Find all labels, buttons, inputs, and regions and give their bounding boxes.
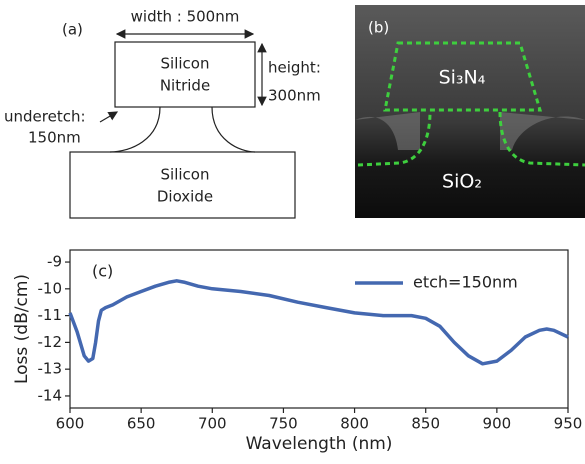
height-label: height:	[268, 59, 321, 77]
oxide-outline	[357, 111, 585, 167]
nitride-text: Silicon	[161, 55, 210, 73]
x-tick-label: 750	[269, 415, 298, 433]
y-tick-label: -9	[47, 253, 62, 271]
plot-frame	[69, 249, 569, 409]
data-line	[68, 279, 569, 366]
x-tick-label: 950	[554, 415, 583, 433]
dioxide-text: Dioxide	[157, 188, 213, 206]
x-tick-label: 900	[483, 415, 512, 433]
y-axis-label: Loss (dB/cm)	[12, 274, 32, 384]
dioxide-box	[69, 151, 296, 219]
x-tick-label: 850	[411, 415, 440, 433]
y-tick-label: -13	[38, 360, 63, 378]
underetch-curve	[109, 106, 256, 153]
x-tick-label: 800	[340, 415, 369, 433]
nitride-box	[114, 41, 256, 108]
underetch-label: 150nm	[28, 129, 81, 147]
panel-c: 600 650 700 750 800 850 900 950 -14 -13 -12 -11 -10 -…	[12, 249, 583, 454]
underetch-label: underetch:	[4, 108, 86, 126]
y-tick-label: -11	[38, 306, 63, 324]
legend-label: etch=150nm	[413, 273, 518, 292]
annotation: (c)	[92, 262, 113, 281]
x-tick-label: 600	[56, 415, 85, 433]
material-label: Si₃N₄	[439, 67, 486, 89]
height-label: 300nm	[268, 87, 321, 105]
panel-label: (a)	[62, 21, 83, 39]
nitride-text: Nitride	[160, 77, 210, 95]
panel-b: (b) Si₃N₄ SiO₂	[355, 5, 585, 218]
panel-label: (b)	[368, 19, 389, 37]
sem-texture	[355, 112, 585, 150]
nitride-outline	[383, 41, 543, 112]
y-tick-label: -14	[38, 386, 63, 404]
x-tick-label: 700	[198, 415, 227, 433]
panel-a: (a) width : 500nm Silicon Nitride height…	[4, 8, 321, 219]
material-label: SiO₂	[442, 171, 482, 193]
dioxide-text: Silicon	[161, 166, 210, 184]
x-tick-label: 650	[127, 415, 156, 433]
x-axis-label: Wavelength (nm)	[246, 434, 393, 454]
y-tick-label: -12	[38, 333, 63, 351]
underetch-arrow	[99, 111, 119, 123]
y-tick-label: -10	[38, 279, 63, 297]
width-label: width : 500nm	[131, 8, 240, 26]
